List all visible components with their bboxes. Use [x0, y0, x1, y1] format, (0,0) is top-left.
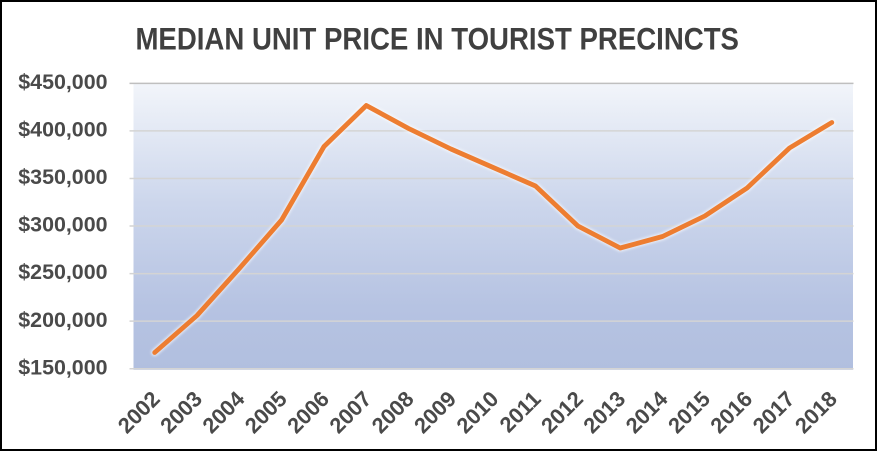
svg-text:$450,000: $450,000	[18, 70, 107, 94]
svg-text:2015: 2015	[663, 386, 715, 438]
svg-text:2010: 2010	[451, 386, 503, 438]
svg-text:2017: 2017	[748, 386, 800, 438]
svg-text:$400,000: $400,000	[18, 118, 107, 142]
svg-text:2003: 2003	[155, 386, 207, 438]
svg-text:2014: 2014	[621, 386, 673, 438]
svg-text:MEDIAN UNIT PRICE IN TOURIST P: MEDIAN UNIT PRICE IN TOURIST PRECINCTS	[135, 22, 739, 57]
svg-text:$200,000: $200,000	[18, 308, 107, 332]
svg-text:2004: 2004	[197, 386, 249, 438]
svg-text:$350,000: $350,000	[18, 165, 107, 189]
svg-text:2013: 2013	[578, 386, 630, 438]
svg-text:2006: 2006	[282, 386, 334, 438]
svg-text:$300,000: $300,000	[18, 213, 107, 237]
svg-text:2002: 2002	[113, 386, 165, 438]
svg-text:2005: 2005	[240, 386, 292, 438]
svg-text:2008: 2008	[367, 386, 419, 438]
svg-text:$250,000: $250,000	[18, 260, 107, 284]
svg-text:2016: 2016	[705, 386, 757, 438]
svg-text:2011: 2011	[495, 386, 546, 437]
svg-text:2009: 2009	[409, 386, 461, 438]
svg-text:2012: 2012	[536, 386, 588, 438]
svg-text:$150,000: $150,000	[18, 355, 107, 379]
svg-text:2007: 2007	[324, 386, 376, 438]
svg-text:2018: 2018	[790, 386, 842, 438]
